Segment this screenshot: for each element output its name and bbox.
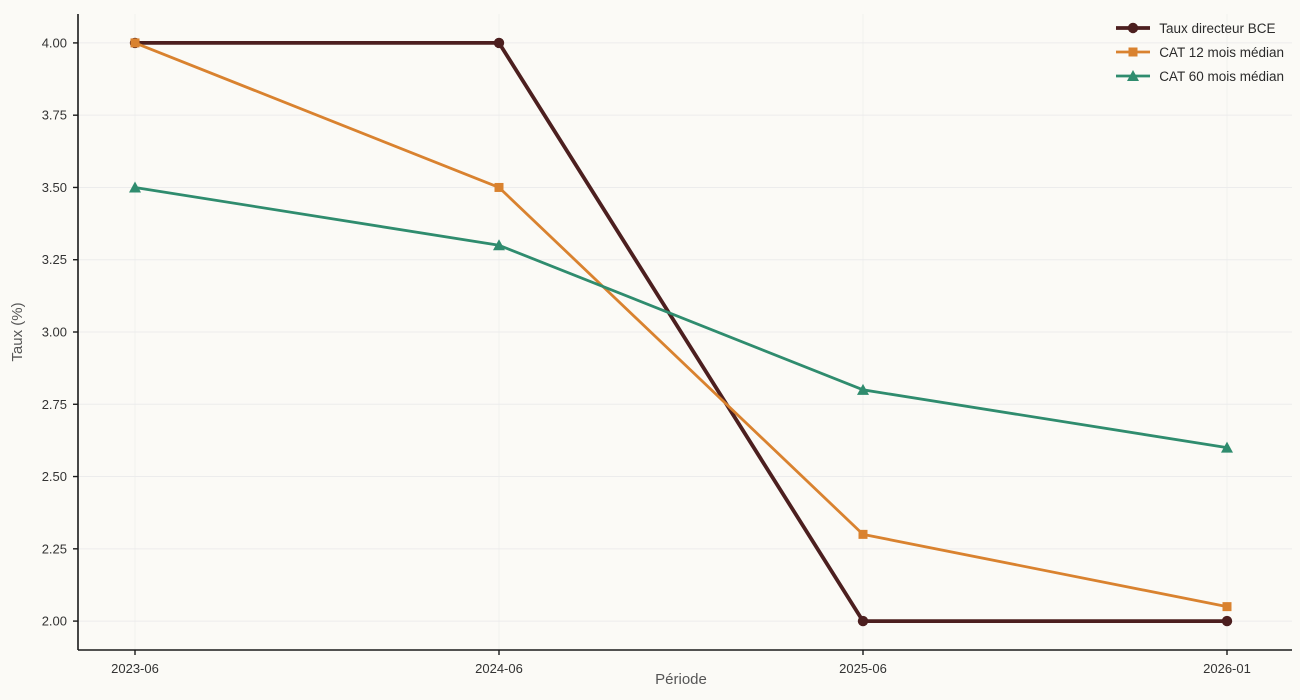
legend-marker-circle-icon xyxy=(1116,22,1151,34)
legend-item-cat-60-mois: CAT 60 mois médian xyxy=(1116,68,1284,84)
x-tick-label: 2026-01 xyxy=(1203,661,1251,676)
legend-marker-square-icon xyxy=(1116,47,1151,57)
legend-label: CAT 60 mois médian xyxy=(1159,68,1284,84)
series-cat-60-mois-m-dian xyxy=(129,181,1233,453)
y-tick-label: 3.50 xyxy=(42,180,67,195)
legend-label: CAT 12 mois médian xyxy=(1159,44,1284,60)
legend-label: Taux directeur BCE xyxy=(1159,20,1276,36)
legend-item-taux-directeur-bce: Taux directeur BCE xyxy=(1116,20,1284,36)
x-tick-label: 2025-06 xyxy=(839,661,887,676)
x-axis-title: Période xyxy=(655,671,707,688)
y-tick-label: 2.00 xyxy=(42,614,67,629)
y-tick-label: 2.75 xyxy=(42,397,67,412)
gridlines xyxy=(78,14,1292,650)
chart-legend: Taux directeur BCE CAT 12 mois médian CA… xyxy=(1116,20,1284,84)
legend-marker-triangle-icon xyxy=(1116,70,1151,81)
y-axis-title: Taux (%) xyxy=(9,302,26,361)
y-tick-label: 2.25 xyxy=(42,541,67,556)
x-tick-label: 2023-06 xyxy=(111,661,159,676)
y-tick-label: 4.00 xyxy=(42,35,67,50)
tick-labels: 2.00 2.25 2.50 2.75 3.00 3.25 3.50 3.75 4.00 2023… xyxy=(42,35,1251,676)
y-tick-label: 2.50 xyxy=(42,469,67,484)
x-tick-label: 2024-06 xyxy=(475,661,523,676)
y-tick-label: 3.75 xyxy=(42,108,67,123)
y-tick-label: 3.25 xyxy=(42,252,67,267)
legend-item-cat-12-mois: CAT 12 mois médian xyxy=(1116,44,1284,60)
y-tick-label: 3.00 xyxy=(42,325,67,340)
series-cat-12-mois-m-dian xyxy=(130,38,1232,612)
